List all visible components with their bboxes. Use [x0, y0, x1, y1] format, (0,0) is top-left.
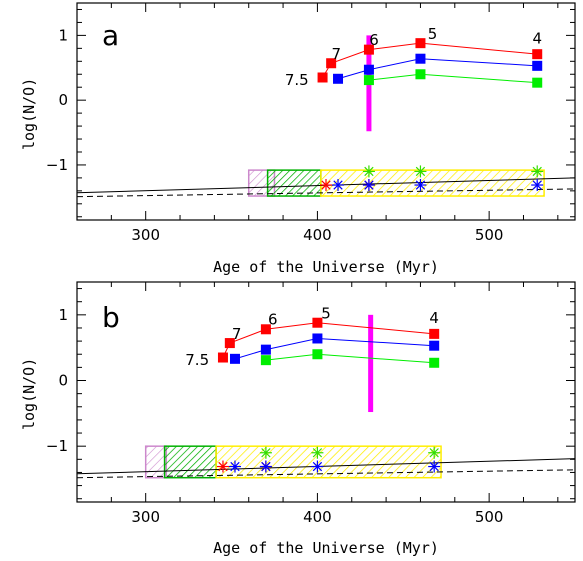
- panel-b-green-square-marker: [260, 355, 271, 366]
- panel-b-model-label: 7: [232, 325, 242, 343]
- panel-a-blue-square-marker: [415, 53, 426, 64]
- panel-b-red-square-marker: [224, 338, 235, 349]
- panel-b-red-star-marker: [216, 460, 229, 473]
- panel-a-letter: a: [102, 19, 119, 52]
- panel-b-blue-square-marker: [229, 353, 240, 364]
- panel-a-blue-square-marker: [363, 64, 374, 75]
- panel-a-xlabel: Age of the Universe (Myr): [213, 258, 439, 276]
- panel-a-green-square-marker: [532, 77, 543, 88]
- panel-a-blue-square-marker: [532, 60, 543, 71]
- panel-b-violet-hatched-box: [144, 445, 168, 479]
- panel-a-y-tick-label: 1: [58, 26, 68, 44]
- panel-b-x-tick-label: 400: [303, 508, 332, 526]
- panel-a-blue-star-marker: [362, 179, 375, 192]
- panel-b-blue-square-marker: [260, 344, 271, 355]
- panel-a-red-square-marker: [317, 72, 328, 83]
- panel-a-x-tick-label: 300: [131, 226, 160, 244]
- panel-b-yellow-hatched-box: [215, 445, 442, 479]
- panel-b-blue-series-line: [234, 337, 435, 360]
- panel-a-red-square-marker: [415, 38, 426, 49]
- panel-a-ylabel: log(N/O): [20, 78, 38, 150]
- panel-b-x-tick-label: 300: [131, 508, 160, 526]
- panel-a-model-label: 7.5: [285, 71, 309, 89]
- panel-b-green-star-marker: [259, 446, 272, 459]
- panel-b-letter: b: [102, 301, 120, 334]
- panel-a-model-labels: 7.5 7 6 5 4: [285, 25, 542, 89]
- panel-a-yellow-hatched-box: [320, 169, 545, 197]
- panel-b-green-star-marker: [428, 446, 441, 459]
- panel-b-model-labels: 7.5 7 6 5 4: [185, 305, 439, 370]
- panel-b-blue-square-marker: [312, 333, 323, 344]
- panel-b-x-tick-label: 500: [475, 508, 504, 526]
- panel-a-red-star-marker: [320, 179, 332, 192]
- panel-b-y-tick-label: 1: [58, 306, 68, 324]
- panel-b-green-square-marker: [429, 357, 440, 368]
- panel-a-blue-series-line: [337, 58, 538, 80]
- panel-a-y-tick-label: 0: [58, 91, 68, 109]
- panel-b-green-square-marker: [312, 349, 323, 360]
- panel-b-solid-reference-line: [77, 458, 575, 475]
- panel-a-green-star-marker: [414, 165, 427, 178]
- panel-b-xlabel: Age of the Universe (Myr): [213, 539, 439, 557]
- panel-a-green-hatched-box: [266, 169, 322, 197]
- panel-b-blue-star-marker: [428, 460, 441, 473]
- panel-b-blue-star-marker: [259, 460, 272, 473]
- panel-a-model-label: 6: [369, 31, 379, 49]
- panel-a-red-square-marker: [532, 49, 543, 60]
- panel-b-green-hatched-box: [163, 445, 217, 479]
- panel-a-green-square-marker: [363, 75, 374, 86]
- panel-b-y-tick-label: 0: [58, 372, 68, 390]
- panel-a-red-series-line: [322, 42, 538, 78]
- panel-b-red-square-marker: [217, 352, 228, 363]
- panel-b-red-square-marker: [312, 317, 323, 328]
- panel-b-magenta-vertical-bar: [368, 314, 374, 413]
- panel-a-model-label: 7: [332, 45, 342, 63]
- panel-b-model-label: 6: [268, 310, 278, 328]
- panel-b-dashed-reference-line: [77, 469, 575, 479]
- panel-a-y-tick-label: −1: [46, 156, 68, 174]
- panel-a-plot-area: [77, 35, 575, 198]
- panel-a-x-tick-label: 500: [475, 226, 504, 244]
- panel-a-red-square-marker: [363, 44, 374, 55]
- panel-a: [76, 2, 576, 221]
- panel-b-green-star-marker: [311, 446, 324, 459]
- panel-b-red-series-line: [222, 322, 435, 358]
- panel-b-blue-square-marker: [429, 340, 440, 351]
- panel-a-model-label: 4: [532, 30, 542, 48]
- panel-a-tick-labels: 300 400 500 −1 0 1: [46, 26, 504, 244]
- panel-a-green-series-line: [368, 73, 538, 84]
- panel-b-model-label: 4: [429, 309, 439, 327]
- panel-a-x-tick-label: 400: [303, 226, 332, 244]
- panel-b-axes-frame: [76, 281, 576, 503]
- panel-a-green-star-marker: [531, 165, 544, 178]
- panel-b-model-label: 5: [321, 305, 331, 323]
- panel-a-blue-star-marker: [531, 179, 544, 192]
- panel-a-red-square-marker: [326, 58, 337, 69]
- panel-b-green-series-line: [265, 353, 435, 364]
- panel-a-green-square-marker: [415, 69, 426, 80]
- panel-b-model-label: 7.5: [185, 351, 209, 369]
- panel-a-blue-star-marker: [414, 179, 427, 192]
- panel-a-blue-star-marker: [332, 179, 345, 192]
- panel-a-dashed-reference-line: [77, 188, 575, 198]
- panel-b-plot-area: [77, 314, 575, 479]
- panel-b-ylabel: log(N/O): [20, 358, 38, 430]
- panel-b-red-square-marker: [260, 324, 271, 335]
- panel-b-y-tick-label: −1: [46, 437, 68, 455]
- panel-b-blue-star-marker: [228, 460, 241, 473]
- panel-b: [76, 281, 576, 503]
- panel-b-tick-labels: 300 400 500 −1 0 1: [46, 306, 504, 526]
- panel-b-blue-star-marker: [311, 460, 324, 473]
- panel-a-green-star-marker: [362, 165, 375, 178]
- panel-b-red-square-marker: [429, 328, 440, 339]
- panel-a-axes-frame: [76, 2, 576, 221]
- panel-a-blue-square-marker: [333, 73, 344, 84]
- panel-a-model-label: 5: [428, 25, 438, 43]
